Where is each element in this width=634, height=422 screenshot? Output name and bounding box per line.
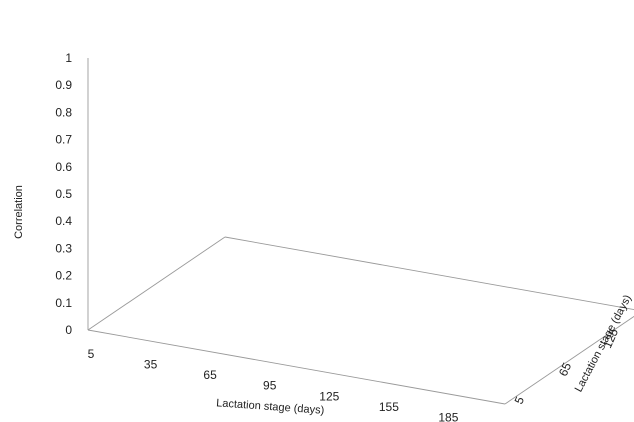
x-tick-label: 155	[379, 400, 399, 414]
z-tick-label: 0.4	[55, 214, 72, 228]
z-tick-label: 0.9	[55, 78, 72, 92]
x-tick-label: 65	[203, 368, 217, 382]
y-axis-title: Lactation stage (days)	[573, 293, 634, 394]
floor-left-edge	[87, 236, 226, 331]
z-axis-ticks: 0 0.1 0.2 0.3 0.4 0.5 0.6 0.7 0.8 0.9 1	[55, 51, 72, 337]
z-tick-label: 0.7	[55, 133, 72, 147]
y-tick-label: 5	[512, 394, 528, 406]
chart-frame	[87, 58, 634, 405]
x-tick-label: 5	[88, 347, 95, 361]
z-tick-label: 0.6	[55, 160, 72, 174]
z-tick-label: 0.1	[55, 296, 72, 310]
x-tick-label: 95	[263, 379, 277, 393]
x-tick-label: 35	[144, 358, 158, 372]
floor-front-edge	[87, 329, 506, 405]
floor-right-edge	[504, 315, 634, 405]
x-axis-ticks: 5356595125155185215	[88, 347, 519, 422]
z-tick-label: 0.5	[55, 187, 72, 201]
z-tick-label: 0	[65, 323, 72, 337]
x-tick-label: 185	[438, 410, 458, 422]
z-tick-label: 0.2	[55, 269, 72, 283]
z-tick-label: 0.3	[55, 241, 72, 255]
z-tick-label: 0.8	[55, 105, 72, 119]
z-axis-title: Correlation	[13, 185, 25, 239]
x-tick-label: 125	[319, 389, 339, 403]
y-tick-label: 65	[556, 360, 574, 378]
z-tick-label: 1	[65, 51, 72, 65]
floor-back-edge	[224, 236, 634, 311]
x-axis-title: Lactation stage (days)	[216, 397, 325, 417]
